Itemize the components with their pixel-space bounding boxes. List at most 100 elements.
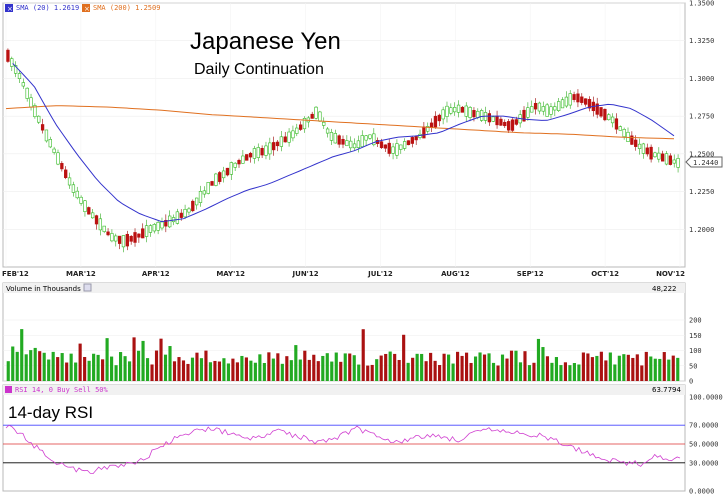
rsi-grid <box>3 424 685 464</box>
sma20-toggle-icon[interactable] <box>5 4 13 12</box>
candle-body <box>279 136 284 147</box>
volume-bar <box>150 364 154 381</box>
volume-bar <box>536 338 541 381</box>
candle-body <box>295 127 299 134</box>
candle-body <box>530 106 534 113</box>
candle-body <box>618 126 622 131</box>
candle-body <box>533 102 538 110</box>
volume-tick-label: 150 <box>689 332 702 340</box>
candle-body <box>657 152 661 160</box>
volume-bar <box>285 356 289 381</box>
legend-sma200: SMA (200) 1.2509 <box>93 4 160 12</box>
volume-bar <box>626 354 630 381</box>
rsi-title: 14-day RSI <box>8 403 93 422</box>
candle-body <box>583 98 588 105</box>
volume-bar <box>307 359 311 381</box>
candle-body <box>449 107 453 114</box>
candle-body <box>272 142 276 151</box>
volume-bar <box>559 365 563 381</box>
volume-bar <box>271 358 275 381</box>
candle-body <box>67 177 72 186</box>
rsi-tick-label: 0.0000 <box>689 488 714 496</box>
volume-bar <box>231 358 235 381</box>
candle-body <box>291 130 295 139</box>
volume-bar <box>622 354 626 381</box>
volume-bar <box>267 352 271 381</box>
sma200-toggle-icon[interactable] <box>82 4 90 12</box>
volume-tick-label: 200 <box>689 317 702 325</box>
candle-body <box>399 144 403 150</box>
candle-body <box>40 124 45 131</box>
volume-bar <box>249 360 253 381</box>
volume-bar <box>577 364 581 381</box>
candle-body <box>422 126 426 139</box>
volume-close-icon[interactable] <box>83 283 92 292</box>
volume-bar <box>172 361 177 381</box>
candle-body <box>221 170 226 179</box>
candle-body <box>603 108 607 121</box>
candle-body <box>133 232 137 243</box>
volume-bar <box>608 352 612 381</box>
volume-bar <box>20 329 24 381</box>
candle-body <box>360 135 364 148</box>
candle-body <box>33 105 37 118</box>
volume-bar <box>154 350 159 381</box>
candle-body <box>630 135 634 145</box>
volume-bar <box>514 350 518 381</box>
candle-body <box>587 99 592 109</box>
volume-bar <box>262 362 266 381</box>
x-tick-label: JUN'12 <box>292 270 319 278</box>
svg-text:×: × <box>7 5 13 13</box>
volume-bar <box>671 355 675 381</box>
volume-bar <box>199 358 204 381</box>
x-axis: FEB'12 MAR'12 APR'12 MAY'12 JUN'12 JUL'12 AUG'… <box>2 270 685 278</box>
candle-body <box>298 124 303 130</box>
volume-bar <box>6 361 10 381</box>
candle-body <box>564 96 569 107</box>
sma20-line <box>12 62 675 223</box>
rsi-label: RSI 14, 0 Buy Sell 50% <box>15 386 109 394</box>
candle-body <box>522 109 526 122</box>
candle-body <box>117 235 122 244</box>
candle-body <box>121 235 126 248</box>
candle-body <box>329 132 334 141</box>
candle-body <box>641 143 646 154</box>
candle-body <box>225 167 230 176</box>
volume-bar <box>518 362 523 381</box>
volume-bar <box>644 351 648 381</box>
candle-body <box>460 106 465 113</box>
volume-bar <box>253 362 257 381</box>
x-tick-label: AUG'12 <box>441 270 470 278</box>
candle-body <box>191 200 195 212</box>
candle-body <box>64 169 68 178</box>
candle-body <box>164 220 168 227</box>
candle-body <box>214 173 218 186</box>
candle-body <box>218 172 222 182</box>
candle-body <box>568 93 572 106</box>
x-tick-label: FEB'12 <box>2 270 29 278</box>
candle-body <box>622 129 626 137</box>
candle-body <box>672 159 676 164</box>
volume-bar <box>505 358 509 381</box>
candle-body <box>56 152 60 165</box>
candle-body <box>445 105 449 117</box>
volume-bar <box>420 353 424 381</box>
volume-tick-label: 100 <box>689 347 702 355</box>
volume-bar <box>65 362 69 381</box>
candle-body <box>187 208 191 213</box>
candle-body <box>491 116 495 122</box>
volume-bar <box>568 365 572 381</box>
x-tick-label: JUL'12 <box>367 270 393 278</box>
volume-bar <box>127 361 132 381</box>
volume-bar <box>496 365 500 381</box>
volume-bar <box>357 364 361 381</box>
candle-body <box>634 139 638 147</box>
rsi-close-icon[interactable] <box>5 386 12 393</box>
volume-bar <box>599 351 603 381</box>
volume-bar <box>114 365 118 381</box>
candle-body <box>637 143 642 149</box>
candle-body <box>352 143 357 149</box>
candle-body <box>664 153 669 165</box>
candle-body <box>414 136 418 141</box>
volume-bar <box>47 359 51 381</box>
